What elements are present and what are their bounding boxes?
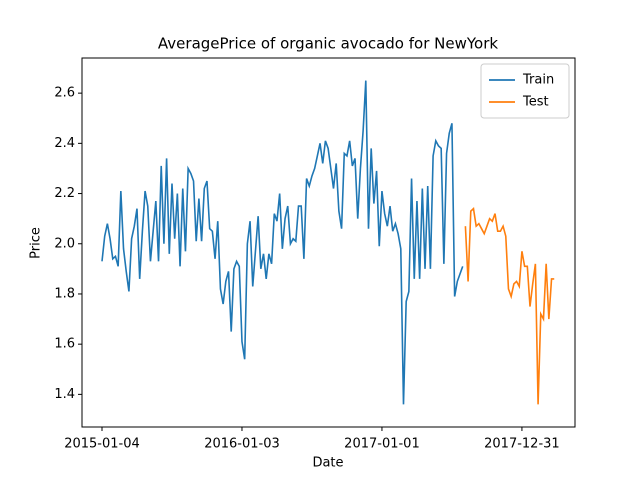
y-tick-label: 2.4 [54,136,75,151]
series-line [464,206,555,405]
chart-title: AveragePrice of organic avocado for NewY… [158,35,498,53]
legend-label: Train [522,73,554,88]
y-tick-label: 1.6 [54,337,75,352]
x-tick-label: 2017-01-01 [344,437,420,452]
x-tick-label: 2017-12-31 [484,437,560,452]
y-tick-label: 2.6 [54,86,75,101]
x-tick-label: 2015-01-04 [64,437,140,452]
y-axis-label: Price [29,227,44,259]
legend-label: Test [522,95,549,110]
axes-frame [81,57,576,428]
y-tick-label: 2.2 [54,186,75,201]
y-tick-label: 2.0 [54,236,75,251]
series-line [101,80,464,405]
x-axis-label: Date [312,456,343,471]
plot-area [101,80,555,405]
y-tick-label: 1.8 [54,286,75,301]
legend-box [480,63,570,119]
y-tick-label: 1.4 [54,387,75,402]
x-tick-label: 2016-01-03 [204,437,280,452]
